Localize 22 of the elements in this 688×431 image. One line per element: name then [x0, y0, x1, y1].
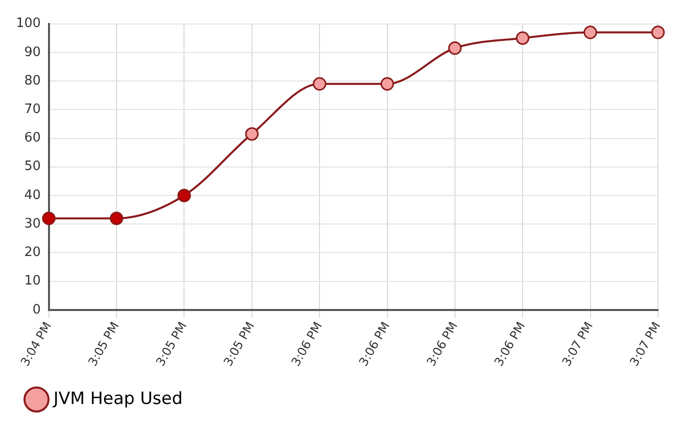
point [245, 127, 259, 141]
y-tick-label: 100 [16, 16, 41, 32]
y-tick-label: 60 [24, 130, 41, 146]
y-tick-label: 20 [24, 245, 41, 260]
y-tick-label: 70 [24, 102, 41, 118]
y-tick-label: 30 [24, 216, 41, 232]
point [448, 41, 462, 55]
point [380, 77, 394, 91]
y-tick-label: 50 [24, 159, 41, 174]
y-tick-label: 0 [32, 302, 41, 318]
y-tick-label: 40 [24, 188, 41, 203]
y-tick-label: 80 [24, 73, 41, 88]
point [312, 77, 326, 91]
point [177, 188, 191, 202]
y-tick-label: 10 [24, 274, 41, 289]
point [584, 26, 598, 40]
point [651, 26, 665, 40]
y-tick-label: 90 [24, 44, 41, 60]
point [42, 212, 56, 226]
point [110, 212, 124, 226]
legend-label: JVM Heap Used [52, 388, 183, 409]
point [516, 31, 530, 45]
